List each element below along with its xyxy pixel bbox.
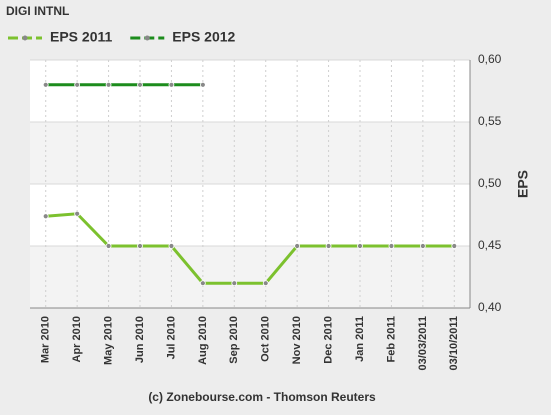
data-point <box>42 81 49 88</box>
data-point <box>74 81 81 88</box>
x-tick-label: Feb 2011 <box>385 316 397 362</box>
series-line <box>45 212 455 285</box>
x-tick-label: Oct 2010 <box>260 316 272 362</box>
data-point <box>168 81 175 88</box>
chart-title: DIGI INTNL <box>6 4 69 18</box>
legend-marker <box>144 35 150 41</box>
y-tick-label: 0,55 <box>478 114 502 128</box>
data-point <box>137 81 143 88</box>
data-point <box>262 280 269 287</box>
legend-marker <box>22 35 28 41</box>
data-point <box>42 213 49 220</box>
data-point <box>137 243 143 249</box>
x-tick-label: Jan 2011 <box>354 316 366 362</box>
y-tick-label: 0,50 <box>478 176 502 190</box>
data-point <box>419 243 426 249</box>
x-tick-label: Nov 2010 <box>291 316 303 364</box>
x-tick-label: 03/10/2011 <box>448 316 460 370</box>
x-tick-label: Aug 2010 <box>197 316 209 365</box>
x-tick-label: Sep 2010 <box>228 316 240 364</box>
data-point <box>325 243 332 249</box>
x-tick-label: Apr 2010 <box>71 316 83 362</box>
legend-label: EPS 2012 <box>172 29 235 45</box>
x-tick-label: Jul 2010 <box>165 316 177 359</box>
data-point <box>294 243 301 249</box>
grid-band <box>30 246 470 308</box>
x-tick-label: Jun 2010 <box>134 316 146 363</box>
data-point <box>388 243 395 249</box>
x-tick-label: Dec 2010 <box>322 316 334 364</box>
legend-label: EPS 2011 <box>50 29 112 45</box>
x-tick-label: May 2010 <box>102 316 114 365</box>
y-axis-label: EPS <box>515 170 531 198</box>
data-point <box>231 280 238 287</box>
grid-band <box>30 122 470 184</box>
data-point <box>199 81 206 88</box>
data-point <box>357 243 363 249</box>
data-point <box>451 243 458 249</box>
y-tick-label: 0,60 <box>478 52 502 66</box>
data-point <box>168 243 175 249</box>
data-point <box>199 280 206 287</box>
x-tick-label: 03/03/2011 <box>417 316 429 370</box>
y-tick-label: 0,40 <box>478 300 502 314</box>
footer: (c) Zonebourse.com - Thomson Reuters <box>148 390 376 404</box>
data-point <box>74 210 81 217</box>
y-tick-label: 0,45 <box>478 238 502 252</box>
x-tick-label: Mar 2010 <box>40 316 52 363</box>
data-point <box>105 243 112 249</box>
data-point <box>105 81 112 88</box>
